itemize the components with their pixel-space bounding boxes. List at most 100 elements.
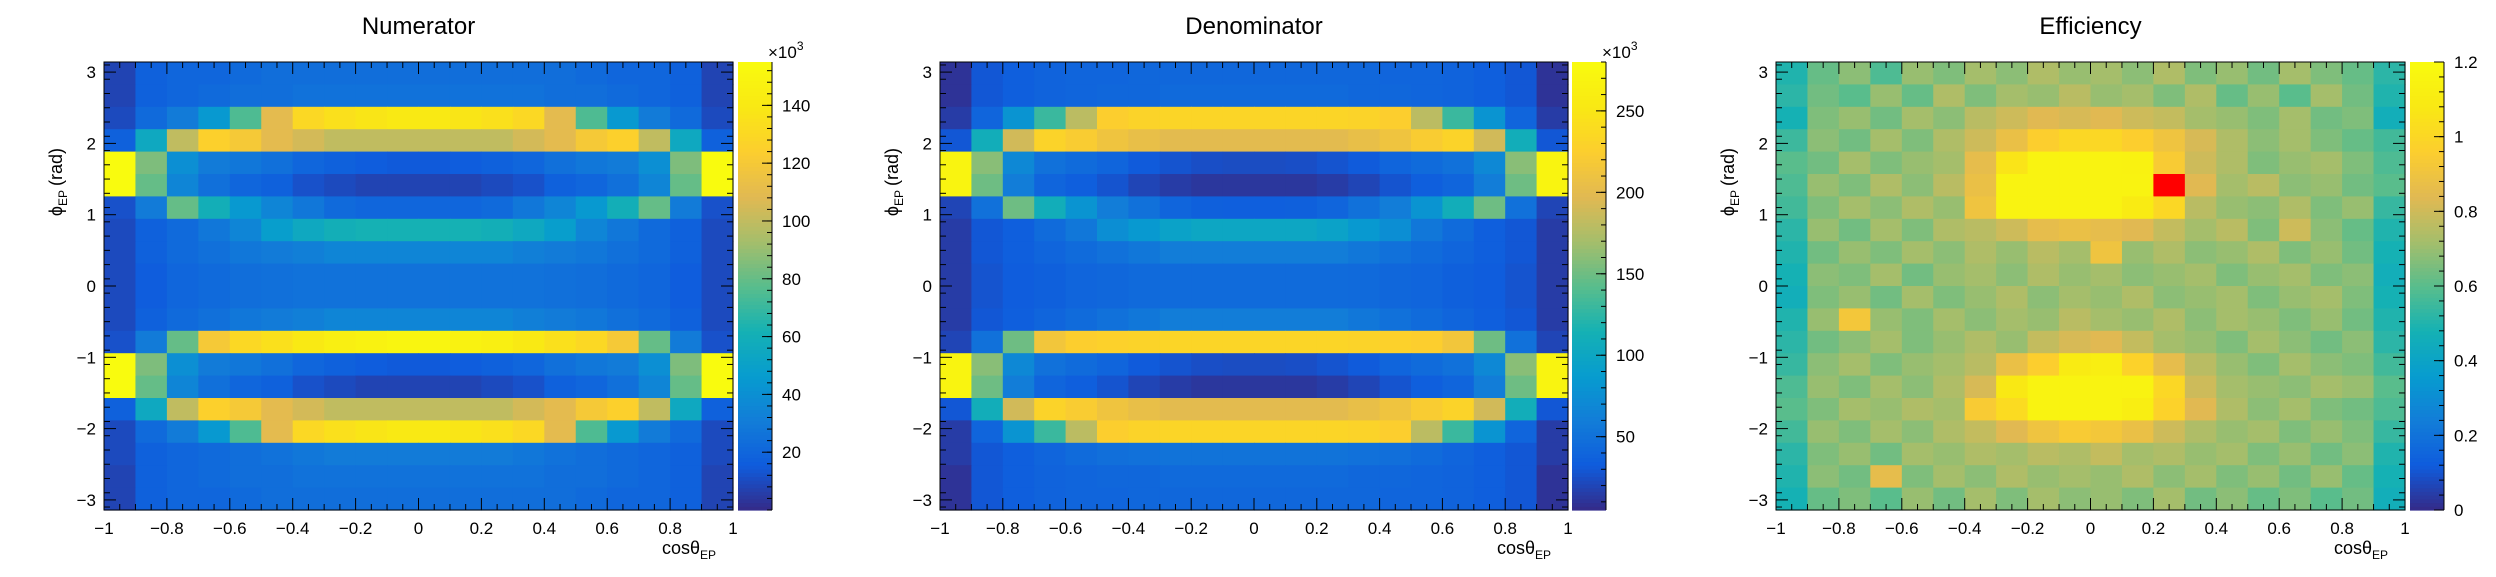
heatmap-cell [2153, 196, 2186, 220]
heatmap-cell [1838, 84, 1871, 108]
colorbar-segment [738, 289, 772, 295]
colorbar-segment [738, 297, 772, 302]
y-tick-label: 2 [1759, 134, 1768, 153]
colorbar-segment [2410, 476, 2444, 481]
heatmap-cell [701, 241, 734, 265]
heatmap-cell [1159, 106, 1192, 130]
colorbar-segment [2410, 114, 2444, 119]
heatmap-cell [701, 84, 734, 108]
heatmap-cell [449, 129, 482, 153]
heatmap-cell [198, 106, 231, 130]
heatmap-cell [2310, 465, 2343, 489]
heatmap-cell [2342, 241, 2375, 265]
heatmap-cell [1348, 62, 1381, 85]
heatmap-cell [1870, 62, 1903, 85]
heatmap-cell [971, 62, 1004, 85]
colorbar-segment [738, 252, 772, 257]
heatmap-cell [544, 353, 577, 377]
heatmap-cell [229, 151, 262, 175]
colorbar-segment [1572, 286, 1606, 291]
x-tick-label: 0 [414, 519, 423, 538]
x-tick-label: −0.2 [2011, 519, 2045, 538]
colorbar-segment [738, 461, 772, 466]
heatmap-cell [2121, 375, 2154, 399]
colorbar-segment [2410, 91, 2444, 97]
colorbar-segment [2410, 174, 2444, 179]
heatmap-cell [512, 465, 545, 489]
heatmap-cell [1473, 375, 1506, 399]
colorbar-tick-label: 200 [1616, 183, 1644, 202]
heatmap-cell [1159, 151, 1192, 175]
heatmap-cell [607, 375, 640, 399]
heatmap-cell [1473, 308, 1506, 332]
colorbar-segment [2410, 375, 2444, 380]
colorbar-segment [1572, 140, 1606, 145]
heatmap-cell [1379, 398, 1412, 421]
heatmap-cell [292, 151, 325, 175]
colorbar-segment [1572, 129, 1606, 134]
heatmap-cell [940, 129, 972, 153]
colorbar-segment [738, 147, 772, 153]
heatmap-cell [1002, 84, 1035, 108]
heatmap-cell [418, 129, 451, 153]
heatmap-cell [2247, 174, 2280, 197]
heatmap-cell [1379, 151, 1412, 175]
colorbar-segment [738, 319, 772, 324]
heatmap-cell [544, 330, 577, 354]
heatmap-cell [1964, 218, 1997, 242]
colorbar-segment [1572, 241, 1606, 246]
heatmap-cell [2090, 218, 2123, 242]
heatmap-cell [1254, 218, 1286, 242]
colorbar-segment [2410, 233, 2444, 239]
heatmap-cell [261, 129, 294, 153]
heatmap-cell [1128, 106, 1161, 130]
heatmap-cell [1159, 442, 1192, 466]
heatmap-cell [1933, 106, 1966, 130]
heatmap-cell [1065, 241, 1098, 265]
heatmap-cell [2090, 151, 2123, 175]
heatmap-cell [355, 487, 388, 511]
heatmap-cell [1964, 330, 1997, 354]
heatmap-cell [1536, 353, 1569, 377]
heatmap-cell [1838, 106, 1871, 130]
heatmap-cell [1807, 151, 1840, 175]
heatmap-cell [355, 196, 388, 220]
colorbar-segment [2410, 215, 2444, 220]
heatmap-cell [292, 487, 325, 511]
heatmap-cell [2153, 174, 2186, 197]
colorbar-segment [2410, 185, 2444, 190]
heatmap-cell [481, 84, 514, 108]
heatmap-cell [701, 487, 734, 511]
x-tick-label: 0.8 [1493, 519, 1517, 538]
heatmap-cell [1254, 106, 1286, 130]
heatmap-cell [292, 353, 325, 377]
colorbar-segment [1572, 244, 1606, 250]
colorbar-segment [1572, 472, 1606, 477]
heatmap-cell [2090, 330, 2123, 354]
heatmap-cell [198, 375, 231, 399]
heatmap-cell [2279, 263, 2312, 287]
heatmap-cell [324, 487, 357, 511]
colorbar-segment [738, 315, 772, 321]
colorbar-segment [738, 487, 772, 492]
colorbar-segment [738, 342, 772, 347]
heatmap-cell [481, 465, 514, 489]
heatmap-cell [2373, 62, 2406, 85]
heatmap-cell [1933, 62, 1966, 85]
heatmap-cell [1222, 308, 1255, 332]
heatmap-cell [2153, 398, 2186, 421]
heatmap-cell [2184, 420, 2217, 444]
heatmap-cell [971, 263, 1004, 287]
heatmap-cell [1964, 398, 1997, 421]
heatmap-cell [512, 487, 545, 511]
heatmap-cell [1901, 442, 1934, 466]
colorbar-segment [1572, 360, 1606, 365]
heatmap-cell [481, 308, 514, 332]
heatmap-cell [1411, 106, 1443, 130]
heatmap-cell [135, 62, 168, 85]
heatmap-cell [418, 84, 451, 108]
heatmap-cell [575, 375, 608, 399]
heatmap-cell [355, 241, 388, 265]
colorbar-tick-label: 150 [1616, 265, 1644, 284]
colorbar-segment [2410, 244, 2444, 250]
